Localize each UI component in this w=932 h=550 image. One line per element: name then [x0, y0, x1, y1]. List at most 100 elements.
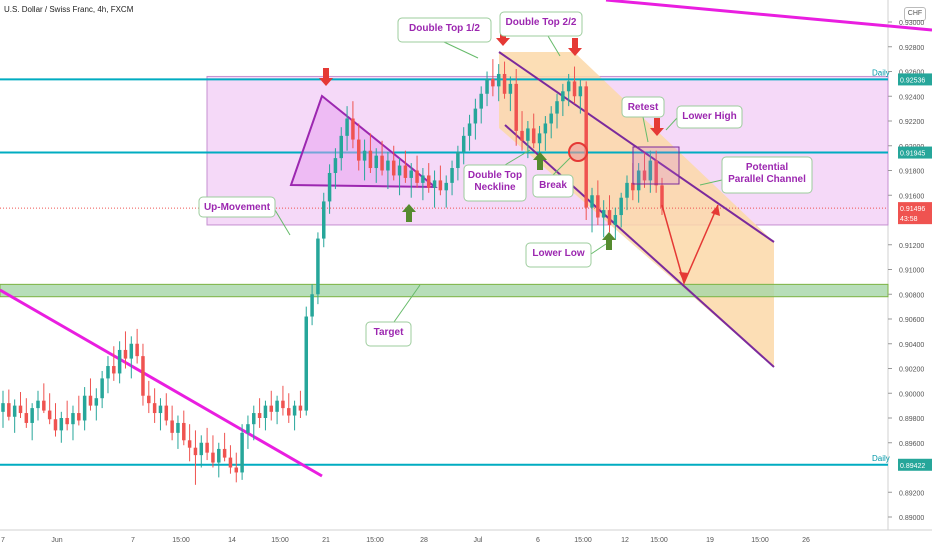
projection-arrowhead [711, 205, 720, 216]
x-tick-label: 26 [802, 537, 810, 544]
y-tick-label: 0.92600 [899, 70, 924, 77]
candle-body [456, 151, 460, 169]
x-tick-label: Jul [474, 537, 483, 544]
candle-body [391, 160, 396, 176]
candle-body [409, 170, 413, 178]
candle-body [601, 210, 606, 218]
candle-body [496, 73, 501, 87]
y-tick-label: 0.89200 [899, 490, 924, 497]
annotation-channel: Potential [746, 162, 788, 173]
callout-leader [504, 149, 531, 166]
price-label: 0.89422 [900, 463, 925, 470]
y-tick-label: 0.90600 [899, 317, 924, 324]
down-arrow-icon [650, 118, 664, 136]
candle-body [217, 448, 221, 463]
candle-body [275, 400, 279, 412]
candle-body [362, 150, 367, 161]
candle-body [631, 182, 635, 191]
callout-leader [443, 41, 479, 59]
callout-box [463, 164, 527, 202]
candle-body [520, 130, 524, 141]
x-tick-label: 15:00 [751, 537, 769, 544]
candle-body [561, 91, 565, 102]
candle-body [310, 294, 314, 317]
candle-body [380, 155, 384, 171]
candle-body [246, 424, 250, 433]
price-label-bg [898, 202, 932, 215]
channel-lower-line [504, 124, 775, 368]
up-arrow-icon [533, 152, 547, 170]
candle-body [636, 170, 641, 191]
candle-body [117, 349, 122, 374]
candle-body [112, 366, 116, 374]
candle-body [287, 408, 291, 416]
callout-leader [642, 116, 649, 143]
candle-body [403, 165, 408, 178]
x-tick-label: 15:00 [574, 537, 592, 544]
annotation-lower-low: Lower Low [532, 248, 584, 259]
callout-box [721, 156, 813, 194]
candle-body [467, 123, 472, 136]
candle-body [281, 400, 285, 409]
callout-leader [590, 243, 607, 255]
retest-box [632, 146, 680, 185]
price-label-bg [898, 73, 932, 86]
candle-body [152, 403, 157, 414]
candle-body [502, 73, 507, 94]
candle-body [386, 160, 390, 171]
candle-body [345, 118, 349, 136]
candle-body [426, 175, 431, 188]
candle-body [135, 343, 139, 357]
price-label-bg [898, 212, 932, 225]
candle-body [123, 349, 128, 359]
candle-body [356, 139, 361, 161]
annotation-double-top-1: Double Top 1/2 [409, 23, 480, 34]
currency-button[interactable]: CHF [904, 7, 926, 21]
callout-box [499, 11, 583, 37]
candle-body [479, 93, 483, 109]
candle-body [514, 83, 518, 131]
y-tick-label: 0.93000 [899, 20, 924, 27]
y-tick-label: 0.91800 [899, 169, 924, 176]
candle-body [7, 403, 11, 417]
callout-box [621, 96, 665, 118]
y-tick-label: 0.90400 [899, 342, 924, 349]
candle-body [485, 78, 489, 94]
candle-body [77, 413, 81, 421]
triangle-pattern [289, 94, 438, 189]
upper-trendline [605, 0, 932, 32]
candle-body [654, 160, 658, 186]
candle-body [613, 215, 618, 225]
x-tick-label: 15:00 [366, 537, 384, 544]
candle-body [158, 405, 163, 414]
x-tick-label: 12 [621, 537, 629, 544]
callout-leader [274, 209, 291, 236]
x-tick-label: 21 [322, 537, 330, 544]
candle-body [222, 448, 227, 458]
candle-body [578, 86, 583, 97]
downtrend-line [0, 288, 323, 478]
candle-body [292, 405, 297, 416]
x-tick-label: 6 [536, 537, 540, 544]
candle-body [147, 395, 151, 404]
annotation-channel: Parallel Channel [728, 174, 806, 185]
candle-body [100, 378, 104, 399]
x-tick-label: 15:00 [172, 537, 190, 544]
y-tick-label: 0.91200 [899, 243, 924, 250]
candle-body [625, 182, 629, 198]
candle-body [555, 101, 559, 114]
candle-body [94, 398, 99, 406]
candle-body [438, 180, 443, 191]
candle-body [252, 413, 256, 425]
candle-body [187, 440, 192, 448]
x-tick-label: 15:00 [650, 537, 668, 544]
candle-body [660, 185, 664, 208]
x-tick-label: 28 [420, 537, 428, 544]
candle-body [415, 170, 419, 183]
annotation-target: Target [374, 327, 404, 338]
candle-body [526, 128, 530, 141]
candle-body [351, 118, 355, 140]
callout-box [397, 17, 492, 43]
